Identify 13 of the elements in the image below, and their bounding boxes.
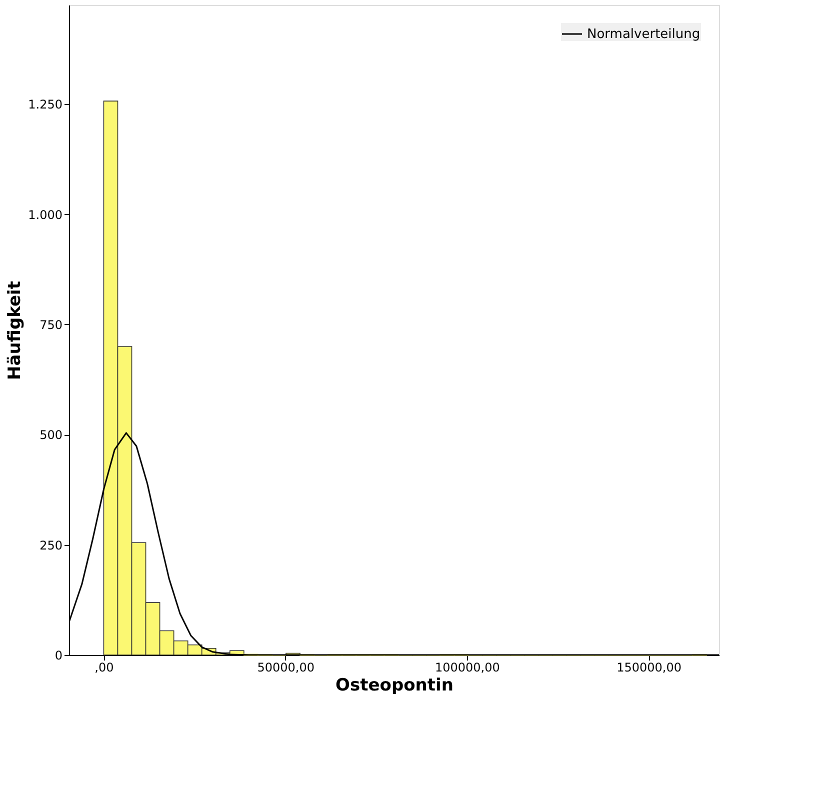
y-tick-label: 500 [40, 428, 62, 442]
x-axis-title: Osteopontin [336, 676, 454, 696]
legend-label: Normalverteilung [587, 27, 700, 42]
y-tick-label: 750 [40, 318, 62, 332]
x-tick-label: 100000,00 [434, 660, 500, 674]
y-tick-label: 1.250 [28, 98, 62, 112]
x-tick-label: 50000,00 [257, 660, 314, 674]
x-tick-label: 150000,00 [616, 660, 682, 674]
y-axis-title: Häufigkeit [5, 281, 26, 380]
y-tick-label: 250 [40, 538, 62, 552]
y-tick-label: 0 [54, 648, 62, 662]
x-tick-label: ,00 [94, 660, 114, 674]
y-tick-label: 1.000 [28, 208, 62, 222]
